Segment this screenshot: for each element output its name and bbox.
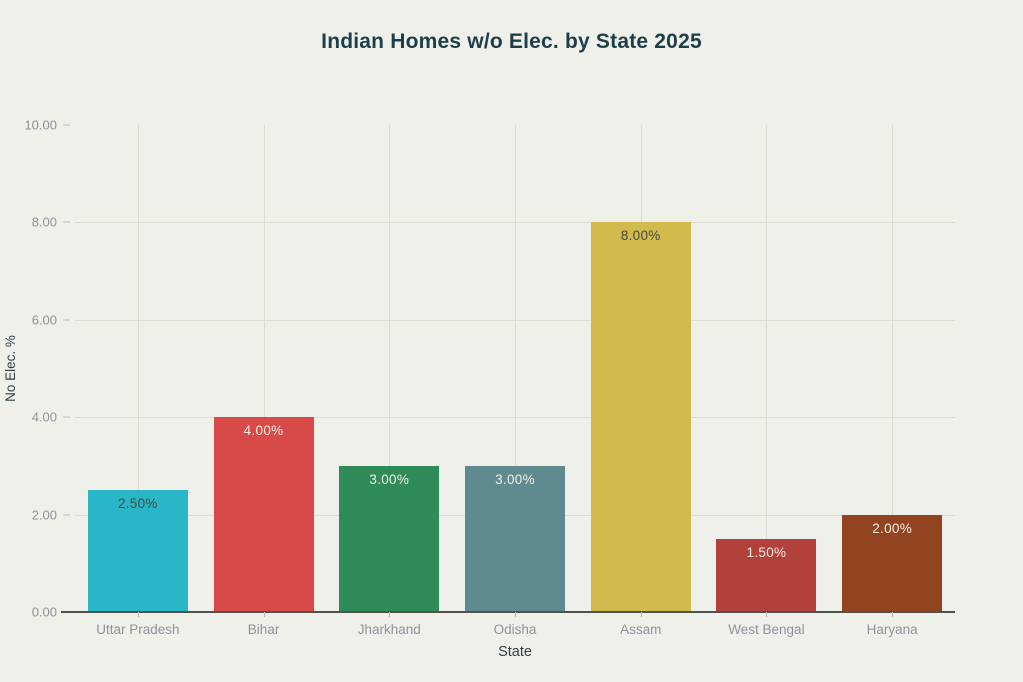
x-tick-mark: [766, 612, 768, 617]
bar-uttar-pradesh: 2.50%: [87, 490, 188, 612]
bar-west-bengal: 1.50%: [716, 538, 817, 612]
x-tick-label: Haryana: [866, 622, 918, 637]
bar-value-label: 4.00%: [243, 423, 284, 439]
x-tick-label: Bihar: [247, 622, 280, 637]
y-axis-title: No Elec. %: [0, 125, 20, 612]
x-tick-mark: [137, 612, 139, 617]
x-tick-label: Jharkhand: [357, 622, 421, 637]
y-tick-label: 6.00: [31, 312, 57, 328]
y-tick-label: 8.00: [31, 214, 57, 230]
bar-value-label: 3.00%: [369, 471, 410, 487]
bar-bihar: 4.00%: [213, 417, 314, 612]
x-tick-mark: [892, 612, 894, 617]
x-tick-label: West Bengal: [728, 622, 805, 637]
x-tick-mark: [263, 612, 265, 617]
y-tick-mark: [63, 221, 70, 223]
y-tick-mark: [63, 319, 70, 321]
chart-title: Indian Homes w/o Elec. by State 2025: [321, 30, 702, 53]
bar-value-label: 1.50%: [746, 544, 787, 560]
x-tick-label: Uttar Pradesh: [96, 622, 180, 637]
y-tick-label: 2.00: [31, 507, 57, 523]
x-tick-mark: [640, 612, 642, 617]
x-tick-label: Odisha: [493, 622, 537, 637]
x-axis-title: State: [498, 644, 532, 660]
bar-value-label: 2.00%: [872, 520, 913, 536]
gridline-vertical: [515, 125, 516, 612]
gridline-vertical: [892, 125, 894, 612]
bar-odisha: 3.00%: [465, 465, 565, 612]
gridline-vertical: [263, 125, 265, 612]
y-tick-mark: [63, 124, 70, 126]
bar-value-label: 8.00%: [620, 228, 661, 244]
x-tick-label: Assam: [620, 622, 662, 637]
x-tick-mark: [389, 612, 391, 617]
y-tick-mark: [63, 416, 70, 418]
bar-jharkhand: 3.00%: [339, 465, 440, 612]
y-tick-mark: [63, 514, 70, 516]
y-tick-label: 0.00: [31, 604, 57, 620]
plot-area: No Elec. % State 0.00 2.00 4.00 6.00 8.00 10.…: [3, 118, 955, 660]
x-axis-line: [61, 611, 955, 613]
x-tick-mark: [515, 612, 516, 617]
gridline-vertical: [766, 125, 768, 612]
bar-value-label: 3.00%: [495, 471, 535, 487]
gridline-vertical: [137, 125, 139, 612]
gridline-vertical: [389, 125, 391, 612]
y-axis-title-text: No Elec. %: [2, 335, 18, 402]
bar-value-label: 2.50%: [117, 496, 158, 512]
y-tick-label: 10.00: [24, 117, 57, 133]
bar-assam: 8.00%: [590, 222, 691, 612]
bar-haryana: 2.00%: [842, 514, 943, 612]
y-tick-label: 4.00: [31, 409, 57, 425]
